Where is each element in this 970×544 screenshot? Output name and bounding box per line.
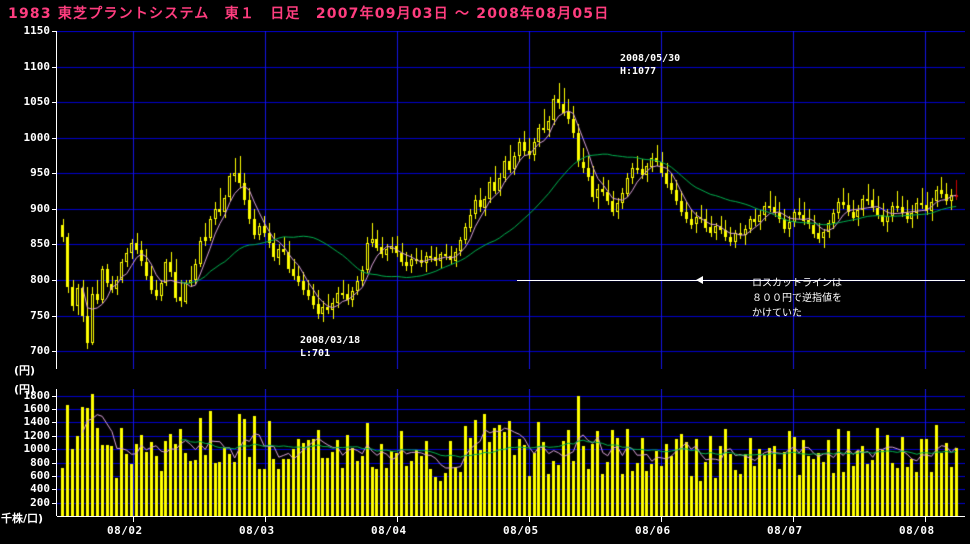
volume-tick-label: 1200 xyxy=(23,428,51,442)
title-bar: 1983 東芝プラントシステム 東１ 日足 2007年09月03日 〜 2008… xyxy=(0,0,970,22)
date-tick-label: 08/06 xyxy=(635,524,671,537)
volume-chart-panel xyxy=(57,389,965,516)
volume-tick-label: 800 xyxy=(30,455,50,469)
price-tick xyxy=(52,138,57,139)
volume-tick xyxy=(52,489,57,490)
price-tick-label: 900 xyxy=(30,201,50,215)
volume-tick-label: 1800 xyxy=(23,388,51,402)
date-tick xyxy=(661,517,662,522)
annotation-low: 2008/03/18 L:701 xyxy=(300,335,361,359)
volume-tick-label: 600 xyxy=(30,468,50,482)
price-tick-label: 850 xyxy=(30,237,50,251)
price-tick xyxy=(52,351,57,352)
volume-y-axis xyxy=(56,389,57,516)
volume-tick xyxy=(52,409,57,410)
price-tick xyxy=(52,280,57,281)
page-title: 1983 東芝プラントシステム 東１ 日足 2007年09月03日 〜 2008… xyxy=(8,6,610,22)
price-unit-label: (円) xyxy=(14,364,36,377)
price-tick xyxy=(52,244,57,245)
volume-tick-label: 200 xyxy=(30,495,50,509)
price-candlestick-canvas[interactable] xyxy=(57,31,965,369)
date-tick xyxy=(133,517,134,522)
date-tick-label: 08/05 xyxy=(503,524,539,537)
date-tick-label: 08/02 xyxy=(107,524,143,537)
price-tick xyxy=(52,31,57,32)
price-tick-label: 700 xyxy=(30,344,50,358)
date-tick-label: 08/03 xyxy=(239,524,275,537)
volume-tick xyxy=(52,436,57,437)
date-tick xyxy=(265,517,266,522)
volume-tick xyxy=(52,422,57,423)
date-tick xyxy=(925,517,926,522)
date-tick xyxy=(793,517,794,522)
volume-tick xyxy=(52,463,57,464)
volume-tick-label: 1000 xyxy=(23,442,51,456)
volume-unit-label: 千株/口) xyxy=(1,512,44,525)
price-tick xyxy=(52,209,57,210)
volume-tick-label: 1400 xyxy=(23,415,51,429)
volume-tick xyxy=(52,449,57,450)
volume-tick-label: 1600 xyxy=(23,402,51,416)
price-chart-panel xyxy=(57,31,965,369)
volume-tick xyxy=(52,476,57,477)
volume-tick-label: 400 xyxy=(30,482,50,496)
annotation-loss-cut: ロスカットラインは ８００円で逆指値を かけていた xyxy=(752,278,842,319)
volume-x-axis xyxy=(57,516,965,517)
price-tick xyxy=(52,102,57,103)
price-tick-label: 800 xyxy=(30,273,50,287)
price-tick xyxy=(52,67,57,68)
price-tick-label: 1000 xyxy=(23,130,51,144)
price-tick-label: 1050 xyxy=(23,95,51,109)
volume-tick xyxy=(52,503,57,504)
volume-tick xyxy=(52,396,57,397)
price-tick-label: 1100 xyxy=(23,59,51,73)
volume-unit-top-label: (円) xyxy=(14,383,36,396)
price-tick-label: 1150 xyxy=(23,24,51,37)
price-tick xyxy=(52,316,57,317)
date-tick xyxy=(529,517,530,522)
date-tick-label: 08/08 xyxy=(899,524,935,537)
price-tick-label: 750 xyxy=(30,308,50,322)
volume-bar-canvas[interactable] xyxy=(57,389,965,516)
annotation-high: 2008/05/30 H:1077 xyxy=(620,53,681,77)
price-tick xyxy=(52,173,57,174)
date-tick-label: 08/07 xyxy=(767,524,803,537)
date-tick-label: 08/04 xyxy=(371,524,407,537)
price-tick-label: 950 xyxy=(30,166,50,180)
loss-cut-arrow-icon xyxy=(696,276,703,284)
date-tick xyxy=(397,517,398,522)
price-y-axis xyxy=(56,31,57,369)
loss-cut-line xyxy=(517,280,965,281)
